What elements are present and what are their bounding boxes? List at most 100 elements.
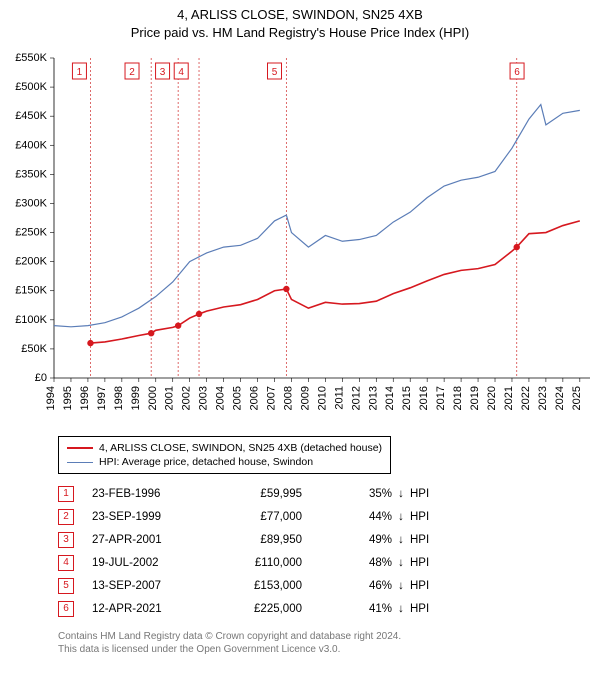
svg-text:2006: 2006: [249, 386, 261, 410]
svg-text:2012: 2012: [350, 386, 362, 410]
svg-text:2024: 2024: [554, 386, 566, 410]
sale-vs-hpi: HPI: [410, 557, 450, 569]
svg-text:1997: 1997: [96, 386, 108, 410]
svg-text:2020: 2020: [486, 386, 498, 410]
svg-text:2025: 2025: [571, 386, 583, 410]
sale-marker: 3: [58, 532, 74, 548]
svg-text:2018: 2018: [452, 386, 464, 410]
sales-row: 419-JUL-2002£110,00048%↓HPI: [58, 551, 450, 574]
legend-box: 4, ARLISS CLOSE, SWINDON, SN25 4XB (deta…: [58, 436, 391, 474]
svg-text:£450K: £450K: [15, 110, 47, 122]
svg-text:5: 5: [272, 67, 278, 78]
svg-text:2004: 2004: [215, 386, 227, 410]
sales-row: 327-APR-2001£89,95049%↓HPI: [58, 528, 450, 551]
down-arrow-icon: ↓: [392, 488, 410, 500]
sale-marker: 4: [58, 555, 74, 571]
sale-pct: 41%: [342, 603, 392, 615]
svg-text:3: 3: [160, 67, 166, 78]
down-arrow-icon: ↓: [392, 511, 410, 523]
svg-text:2022: 2022: [520, 386, 532, 410]
svg-text:£150K: £150K: [15, 285, 47, 297]
sale-pct: 44%: [342, 511, 392, 523]
svg-text:2023: 2023: [537, 386, 549, 410]
down-arrow-icon: ↓: [392, 557, 410, 569]
legend-label-red: 4, ARLISS CLOSE, SWINDON, SN25 4XB (deta…: [99, 441, 382, 455]
svg-text:1994: 1994: [45, 386, 57, 410]
svg-text:£200K: £200K: [15, 256, 47, 268]
sales-row: 513-SEP-2007£153,00046%↓HPI: [58, 574, 450, 597]
svg-text:£100K: £100K: [15, 314, 47, 326]
footer-line1: Contains HM Land Registry data © Crown c…: [58, 630, 401, 643]
svg-text:£550K: £550K: [15, 52, 47, 64]
svg-text:£300K: £300K: [15, 197, 47, 209]
sale-marker: 6: [58, 601, 74, 617]
sale-price: £110,000: [232, 557, 342, 569]
svg-text:1: 1: [77, 67, 83, 78]
title-address: 4, ARLISS CLOSE, SWINDON, SN25 4XB: [0, 6, 600, 24]
legend-swatch-red: [67, 447, 93, 449]
svg-text:2000: 2000: [147, 386, 159, 410]
title-subtitle: Price paid vs. HM Land Registry's House …: [0, 24, 600, 42]
sale-date: 19-JUL-2002: [92, 557, 232, 569]
chart-container: 4, ARLISS CLOSE, SWINDON, SN25 4XB Price…: [0, 6, 600, 686]
legend-label-blue: HPI: Average price, detached house, Swin…: [99, 455, 313, 469]
svg-text:2010: 2010: [316, 386, 328, 410]
svg-text:1996: 1996: [79, 386, 91, 410]
svg-text:2016: 2016: [418, 386, 430, 410]
sale-pct: 35%: [342, 488, 392, 500]
sale-price: £59,995: [232, 488, 342, 500]
svg-text:£500K: £500K: [15, 81, 47, 93]
svg-text:2009: 2009: [299, 386, 311, 410]
svg-text:2014: 2014: [384, 386, 396, 410]
svg-text:1998: 1998: [113, 386, 125, 410]
legend-swatch-blue: [67, 462, 93, 463]
svg-text:2011: 2011: [333, 386, 345, 410]
svg-text:2005: 2005: [232, 386, 244, 410]
sale-date: 12-APR-2021: [92, 603, 232, 615]
sale-date: 23-FEB-1996: [92, 488, 232, 500]
legend-row-red: 4, ARLISS CLOSE, SWINDON, SN25 4XB (deta…: [67, 441, 382, 455]
sales-table: 123-FEB-1996£59,99535%↓HPI223-SEP-1999£7…: [58, 482, 450, 620]
sale-vs-hpi: HPI: [410, 488, 450, 500]
down-arrow-icon: ↓: [392, 603, 410, 615]
svg-text:£350K: £350K: [15, 168, 47, 180]
sale-vs-hpi: HPI: [410, 603, 450, 615]
svg-text:£250K: £250K: [15, 227, 47, 239]
svg-text:£400K: £400K: [15, 139, 47, 151]
down-arrow-icon: ↓: [392, 580, 410, 592]
footer-attribution: Contains HM Land Registry data © Crown c…: [58, 630, 401, 656]
svg-text:2013: 2013: [367, 386, 379, 410]
sale-date: 27-APR-2001: [92, 534, 232, 546]
footer-line2: This data is licensed under the Open Gov…: [58, 643, 401, 656]
svg-text:2007: 2007: [266, 386, 278, 410]
sale-date: 23-SEP-1999: [92, 511, 232, 523]
svg-text:2017: 2017: [435, 386, 447, 410]
svg-text:£0: £0: [35, 372, 47, 384]
svg-text:2021: 2021: [503, 386, 515, 410]
svg-text:2003: 2003: [198, 386, 210, 410]
sale-date: 13-SEP-2007: [92, 580, 232, 592]
chart-svg: £0£50K£100K£150K£200K£250K£300K£350K£400…: [0, 48, 600, 428]
sale-marker: 2: [58, 509, 74, 525]
sale-pct: 49%: [342, 534, 392, 546]
sale-vs-hpi: HPI: [410, 511, 450, 523]
sale-price: £225,000: [232, 603, 342, 615]
sale-price: £153,000: [232, 580, 342, 592]
svg-text:4: 4: [178, 67, 184, 78]
sale-price: £89,950: [232, 534, 342, 546]
svg-text:1995: 1995: [62, 386, 74, 410]
svg-text:2: 2: [129, 67, 135, 78]
sale-pct: 46%: [342, 580, 392, 592]
sales-row: 6 12-APR-2021£225,00041%↓HPI: [58, 597, 450, 620]
sale-price: £77,000: [232, 511, 342, 523]
svg-text:2015: 2015: [401, 386, 413, 410]
svg-text:1999: 1999: [130, 386, 142, 410]
chart-title: 4, ARLISS CLOSE, SWINDON, SN25 4XB Price…: [0, 6, 600, 41]
svg-text:2008: 2008: [282, 386, 294, 410]
sale-marker: 1: [58, 486, 74, 502]
svg-text:2001: 2001: [164, 386, 176, 410]
chart-area: £0£50K£100K£150K£200K£250K£300K£350K£400…: [0, 48, 600, 428]
sales-row: 2 23-SEP-1999£77,00044%↓HPI: [58, 505, 450, 528]
svg-text:2019: 2019: [469, 386, 481, 410]
svg-text:2002: 2002: [181, 386, 193, 410]
